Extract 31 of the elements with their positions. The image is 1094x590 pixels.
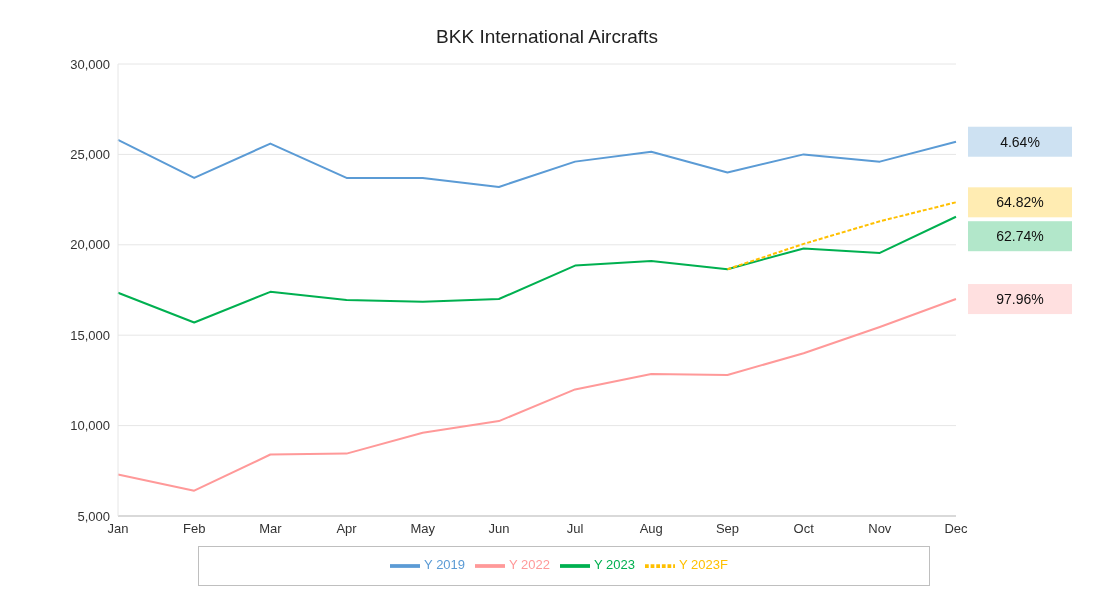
- text: 62.74%: [996, 228, 1044, 245]
- line-series: [117, 298, 957, 492]
- legend-label: Y 2023F: [678, 557, 728, 573]
- x-tick-label: Oct: [793, 521, 815, 537]
- x-tick-label: Sep: [715, 521, 740, 537]
- line-series: [117, 215, 957, 324]
- line-series: [117, 138, 957, 188]
- x-tick-label: Jul: [566, 521, 584, 537]
- y-tick-label: 5,000: [77, 508, 110, 524]
- legend-label: Y 2023: [594, 557, 635, 573]
- x-tick-label: Feb: [182, 521, 206, 537]
- line-series: [726, 201, 957, 271]
- chart-title: BKK International Aircrafts: [435, 25, 659, 49]
- x-tick-label: Jun: [488, 521, 510, 537]
- y-tick-label: 25,000: [70, 147, 110, 163]
- legend-label: Y 2022: [509, 557, 551, 573]
- text: 97.96%: [996, 291, 1044, 308]
- x-tick-label: Nov: [868, 521, 892, 537]
- y-tick-label: 10,000: [70, 418, 110, 434]
- x-tick-label: Apr: [336, 521, 358, 537]
- x-tick-label: Aug: [639, 521, 663, 537]
- x-tick-label: Jan: [107, 521, 129, 537]
- text: 4.64%: [1000, 133, 1040, 150]
- x-tick-label: May: [410, 521, 436, 537]
- y-tick-label: 30,000: [70, 56, 110, 72]
- x-tick-label: Mar: [259, 521, 283, 537]
- y-tick-label: 20,000: [70, 237, 110, 253]
- y-tick-label: 15,000: [70, 327, 110, 343]
- text: 64.82%: [996, 194, 1044, 211]
- x-tick-label: Dec: [944, 521, 969, 537]
- legend-label: Y 2019: [424, 557, 466, 573]
